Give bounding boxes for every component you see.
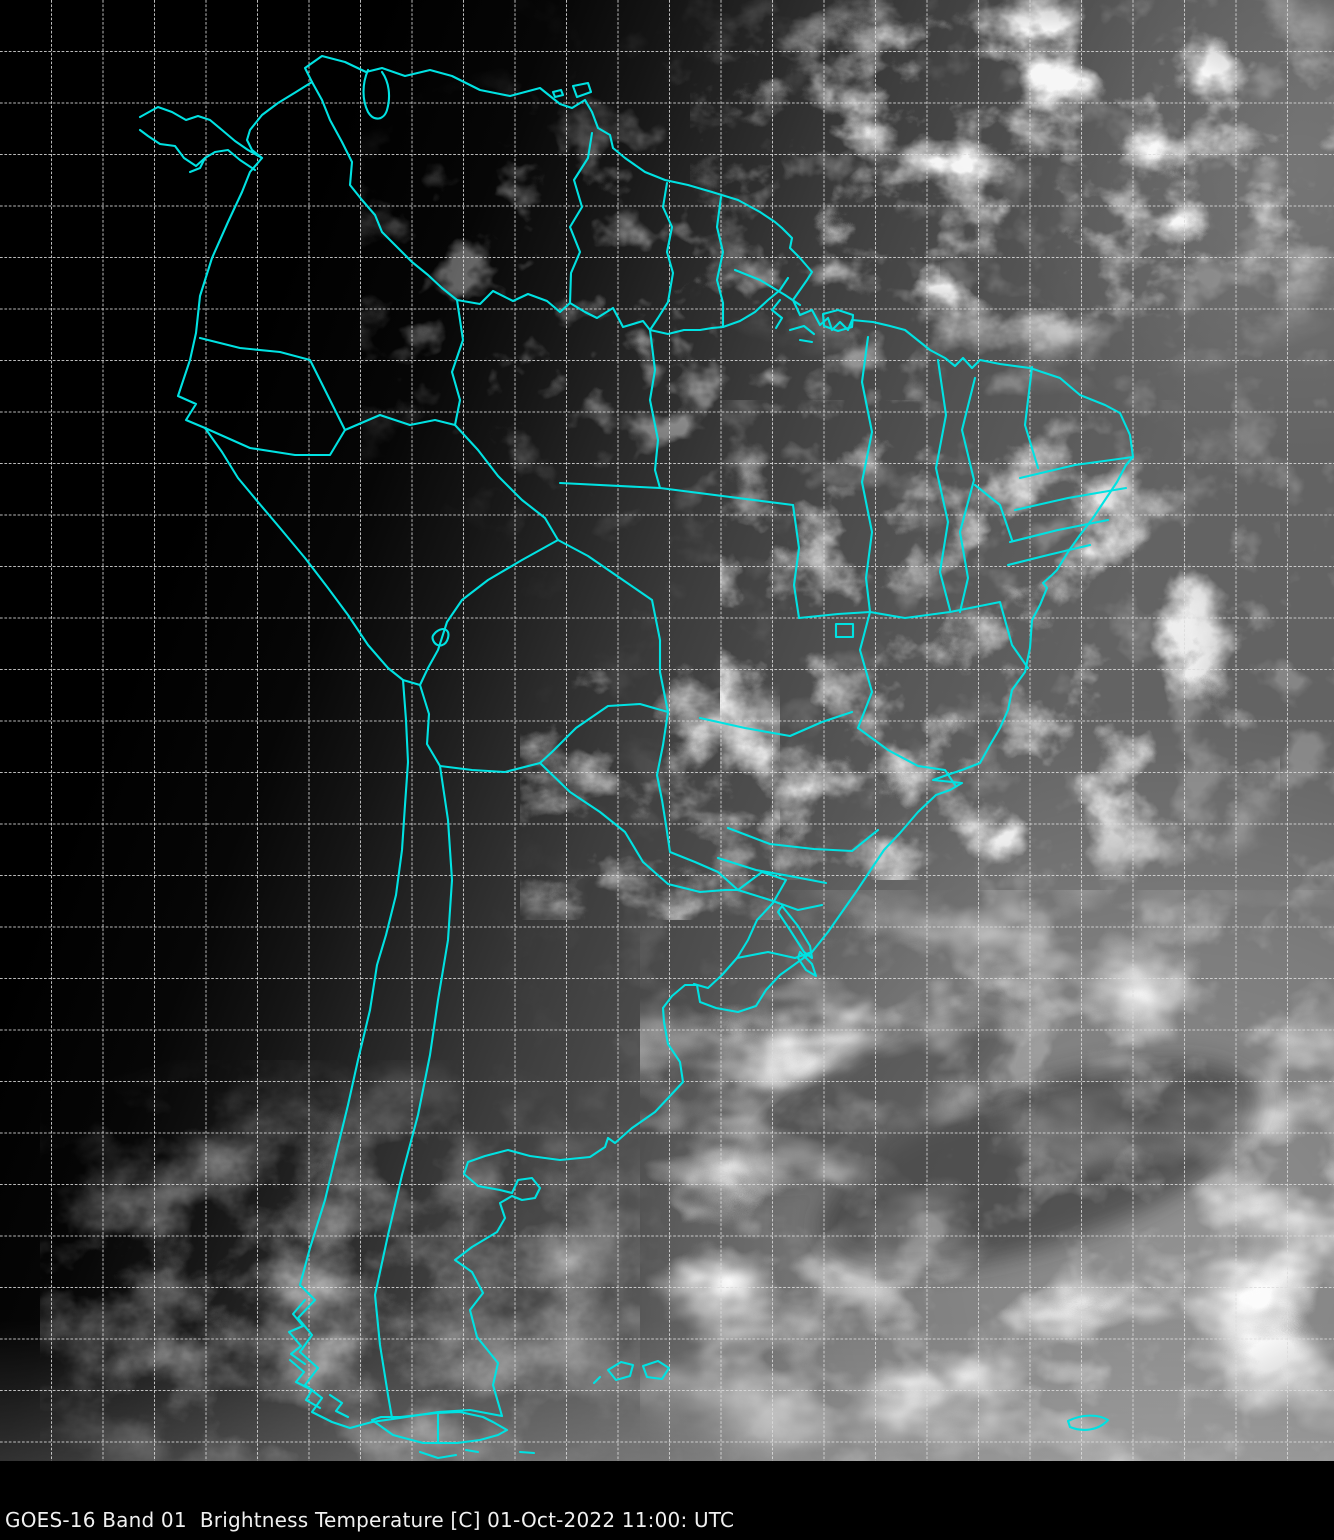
satellite-image (0, 0, 1334, 1461)
country-borders (138, 54, 1135, 1460)
satellite-map (0, 0, 1334, 1461)
caption-text: GOES-16 Band 01 Brightness Temperature [… (5, 1508, 735, 1532)
caption-bar: GOES-16 Band 01 Brightness Temperature [… (0, 1461, 1334, 1540)
latlon-grid (0, 0, 1334, 1461)
cloud-layers (40, 0, 1334, 1461)
